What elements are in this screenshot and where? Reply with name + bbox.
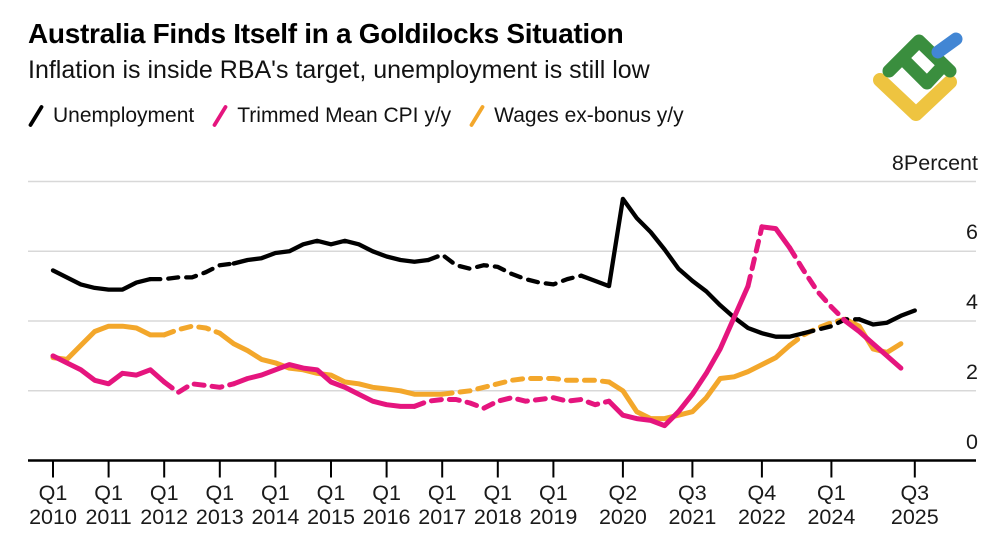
x-tick-year: 2022 — [737, 505, 786, 529]
legend-slash-icon — [469, 105, 485, 127]
series-line-wages-ex-bonus-y-y — [217, 330, 445, 397]
x-axis-label-Q3-2021: Q3 2021 — [647, 481, 737, 529]
x-tick-year: 2013 — [195, 505, 244, 529]
x-tick-quarter: Q1 — [539, 481, 568, 505]
y-tick-value: 4 — [966, 290, 978, 314]
series-line-unemployment — [857, 308, 917, 327]
y-axis-unit-label: Percent — [903, 150, 978, 175]
page-title: Australia Finds Itself in a Goldilocks S… — [28, 18, 624, 49]
y-tick-value: 2 — [966, 359, 978, 384]
litefinance-logo — [873, 32, 963, 121]
x-axis-label-Q1-2018: Q1 2018 — [453, 481, 543, 529]
x-axis-label-Q1-2014: Q1 2014 — [230, 481, 320, 529]
logo-blue-accent — [931, 32, 963, 59]
y-axis-label-8: 8Percent — [892, 151, 978, 176]
x-tick-year: 2021 — [668, 505, 717, 529]
x-tick-year: 2014 — [251, 505, 300, 529]
x-axis-label-Q1-2013: Q1 2013 — [175, 481, 265, 529]
x-tick-quarter: Q1 — [149, 481, 179, 505]
series-line-wages-ex-bonus-y-y — [842, 316, 904, 355]
series-line-unemployment — [579, 196, 806, 339]
x-tick-year: 2012 — [140, 505, 189, 529]
x-axis-label-Q3-2025: Q3 2025 — [870, 481, 960, 529]
series-line-unemployment — [148, 261, 236, 282]
page-subtitle: Inflation is inside RBA's target, unempl… — [28, 56, 650, 84]
x-tick-year: 2016 — [362, 505, 411, 529]
series-line-wages-ex-bonus-y-y — [787, 316, 848, 348]
x-tick-year: 2011 — [85, 505, 132, 529]
x-tick-year: 2024 — [807, 505, 856, 529]
series-line-wages-ex-bonus-y-y — [161, 323, 223, 338]
y-tick-value: 6 — [966, 220, 978, 245]
legend: Unemployment Trimmed Mean CPI y/y Wages ex… — [28, 104, 684, 128]
y-axis-label-6: 6 — [966, 220, 978, 245]
series-line-trimmed-mean-cpi-y-y — [411, 395, 612, 411]
series-line-unemployment — [231, 238, 431, 266]
x-tick-year: 2025 — [890, 505, 939, 529]
x-tick-quarter: Q2 — [608, 481, 638, 505]
y-axis-label-4: 4 — [966, 290, 978, 315]
legend-slash-icon — [28, 105, 44, 127]
series-line-wages-ex-bonus-y-y — [50, 323, 167, 362]
legend-label: Unemployment — [53, 104, 195, 127]
x-axis-label-Q1-2015: Q1 2015 — [286, 481, 376, 529]
x-tick-quarter: Q1 — [372, 481, 401, 505]
x-tick-quarter: Q3 — [900, 481, 930, 505]
legend-item-wages-ex-bonus-y-y: Wages ex-bonus y/y — [469, 104, 684, 128]
x-tick-year: 2019 — [529, 505, 578, 529]
x-axis-label-Q1-2012: Q1 2012 — [119, 481, 209, 529]
y-axis-label-0: 0 — [966, 430, 978, 455]
series-line-unemployment — [426, 252, 584, 287]
x-tick-quarter: Q1 — [94, 481, 123, 505]
x-tick-year: 2015 — [307, 505, 355, 529]
series-line-trimmed-mean-cpi-y-y — [50, 353, 167, 387]
x-tick-quarter: Q1 — [38, 481, 68, 505]
x-tick-year: 2020 — [598, 505, 647, 529]
y-axis-label-2: 2 — [966, 360, 978, 385]
x-tick-quarter: Q1 — [316, 481, 346, 505]
x-axis-label-Q1-2024: Q1 2024 — [786, 481, 876, 529]
x-tick-quarter: Q1 — [483, 481, 513, 505]
x-tick-quarter: Q1 — [205, 481, 235, 505]
x-axis-label-Q1-2010: Q1 2010 — [8, 481, 98, 529]
x-tick-quarter: Q4 — [747, 481, 777, 505]
logo-yellow-check — [873, 73, 957, 121]
series-line-trimmed-mean-cpi-y-y — [787, 245, 848, 324]
series-line-wages-ex-bonus-y-y — [606, 342, 793, 422]
legend-slash-icon — [212, 105, 228, 127]
series-line-wages-ex-bonus-y-y — [439, 376, 612, 397]
x-axis-label-Q1-2019: Q1 2019 — [508, 481, 598, 529]
x-axis-label-Q2-2020: Q2 2020 — [578, 481, 668, 529]
series-line-unemployment — [801, 317, 862, 336]
series-line-trimmed-mean-cpi-y-y — [161, 379, 237, 395]
logo-green-inner-hook — [898, 54, 948, 90]
x-axis-label-Q4-2022: Q4 2022 — [717, 481, 807, 529]
x-axis-label-Q1-2016: Q1 2016 — [342, 481, 432, 529]
legend-label: Trimmed Mean CPI y/y — [237, 104, 452, 127]
y-tick-value: 0 — [966, 429, 978, 454]
x-tick-quarter: Q1 — [817, 481, 846, 505]
series-line-trimmed-mean-cpi-y-y — [231, 362, 417, 409]
legend-item-unemployment: Unemployment — [28, 104, 194, 128]
series-line-trimmed-mean-cpi-y-y — [745, 224, 765, 289]
x-tick-quarter: Q3 — [678, 481, 707, 505]
x-tick-year: 2017 — [418, 505, 467, 529]
x-tick-quarter: Q1 — [427, 481, 457, 505]
y-tick-value: 8 — [891, 150, 904, 175]
x-tick-year: 2010 — [29, 505, 77, 529]
legend-item-trimmed-mean-cpi-y-y: Trimmed Mean CPI y/y — [212, 104, 451, 128]
series-line-unemployment — [50, 268, 153, 292]
x-axis-label-Q1-2011: Q1 2011 — [64, 481, 154, 529]
x-tick-quarter: Q1 — [261, 481, 290, 505]
x-axis-label-Q1-2017: Q1 2017 — [397, 481, 487, 529]
x-tick-year: 2018 — [473, 505, 522, 529]
series-line-trimmed-mean-cpi-y-y — [842, 318, 904, 371]
series-line-trimmed-mean-cpi-y-y — [759, 224, 793, 251]
legend-label: Wages ex-bonus y/y — [494, 104, 684, 127]
series-line-trimmed-mean-cpi-y-y — [606, 283, 751, 429]
